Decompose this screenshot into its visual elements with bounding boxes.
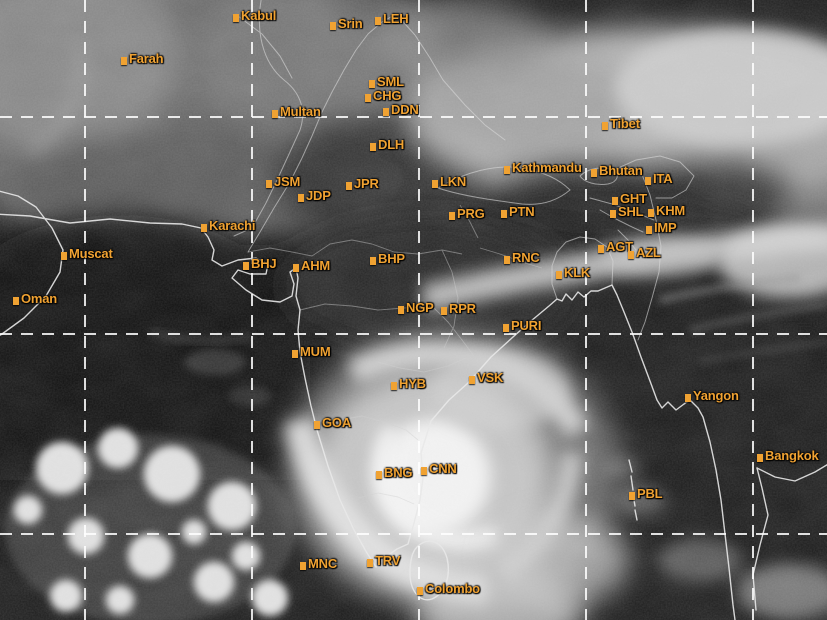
city-marker-icon bbox=[469, 376, 475, 384]
city-label-text: CNN bbox=[429, 461, 457, 476]
city-label-text: PBL bbox=[637, 486, 663, 501]
city-marker-icon bbox=[314, 421, 320, 429]
city-marker-icon bbox=[610, 210, 616, 218]
city-label-text: RNC bbox=[512, 250, 540, 265]
city-label-text: MUM bbox=[300, 344, 331, 359]
city-label-text: NGP bbox=[406, 300, 434, 315]
city-marker-icon bbox=[201, 224, 207, 232]
city-label-text: Srin bbox=[338, 16, 363, 31]
city-label-text: TRV bbox=[375, 553, 401, 568]
city-marker-icon bbox=[121, 57, 127, 65]
city-marker-icon bbox=[365, 94, 371, 102]
city-label-text: IMP bbox=[654, 220, 677, 235]
city-label-text: Yangon bbox=[693, 388, 739, 403]
city-marker-icon bbox=[243, 262, 249, 270]
city-label-text: SHL bbox=[618, 204, 644, 219]
city-label-text: AZL bbox=[636, 245, 661, 260]
city-label-text: KLK bbox=[564, 265, 591, 280]
city-label-text: HYB bbox=[399, 376, 426, 391]
city-marker-icon bbox=[375, 17, 381, 25]
city-marker-icon bbox=[612, 197, 618, 205]
city-marker-icon bbox=[369, 80, 375, 88]
city-label-text: JPR bbox=[354, 176, 379, 191]
city-marker-icon bbox=[504, 166, 510, 174]
city-marker-icon bbox=[292, 350, 298, 358]
city-label-text: BHJ bbox=[251, 256, 277, 271]
city-label-text: MNC bbox=[308, 556, 338, 571]
city-marker-icon bbox=[233, 14, 239, 22]
city-marker-icon bbox=[330, 22, 336, 30]
city-label-text: Multan bbox=[280, 104, 321, 119]
city-label-text: JDP bbox=[306, 188, 331, 203]
city-marker-icon bbox=[602, 122, 608, 130]
city-marker-icon bbox=[370, 257, 376, 265]
city-label-text: PRG bbox=[457, 206, 485, 221]
city-label-text: Farah bbox=[129, 51, 164, 66]
city-marker-icon bbox=[383, 108, 389, 116]
city-marker-icon bbox=[13, 297, 19, 305]
city-label-text: LKN bbox=[440, 174, 467, 189]
city-label-text: SML bbox=[377, 74, 404, 89]
city-marker-icon bbox=[293, 264, 299, 272]
city-marker-icon bbox=[501, 210, 507, 218]
city-label-text: Bangkok bbox=[765, 448, 819, 463]
city-marker-icon bbox=[648, 209, 654, 217]
city-marker-icon bbox=[417, 587, 423, 595]
city-label-text: BHP bbox=[378, 251, 405, 266]
city-label-text: KHM bbox=[656, 203, 686, 218]
city-marker-icon bbox=[367, 559, 373, 567]
city-marker-icon bbox=[685, 394, 691, 402]
city-label-text: ITA bbox=[653, 171, 673, 186]
city-marker-icon bbox=[432, 180, 438, 188]
city-marker-icon bbox=[272, 110, 278, 118]
city-marker-icon bbox=[376, 471, 382, 479]
city-marker-icon bbox=[398, 306, 404, 314]
city-label-text: Muscat bbox=[69, 246, 113, 261]
city-marker-icon bbox=[646, 226, 652, 234]
city-marker-icon bbox=[449, 212, 455, 220]
city-label-text: Colombo bbox=[425, 581, 480, 596]
city-label-text: VSK bbox=[477, 370, 504, 385]
city-label-text: CHG bbox=[373, 88, 402, 103]
city-marker-icon bbox=[503, 324, 509, 332]
city-label-text: GOA bbox=[322, 415, 352, 430]
city-marker-icon bbox=[504, 256, 510, 264]
city-marker-icon bbox=[556, 271, 562, 279]
city-label-text: Kathmandu bbox=[512, 160, 582, 175]
city-label-text: Bhutan bbox=[599, 163, 643, 178]
city-label-text: DDN bbox=[391, 102, 419, 117]
city-label-text: AHM bbox=[301, 258, 331, 273]
city-marker-icon bbox=[645, 177, 651, 185]
city-label-text: AGT bbox=[606, 239, 633, 254]
city-marker-icon bbox=[757, 454, 763, 462]
city-marker-icon bbox=[591, 169, 597, 177]
city-marker-icon bbox=[298, 194, 304, 202]
city-marker-icon bbox=[61, 252, 67, 260]
city-marker-icon bbox=[370, 143, 376, 151]
city-marker-icon bbox=[266, 180, 272, 188]
city-label-text: BNG bbox=[384, 465, 413, 480]
city-label-text: Kabul bbox=[241, 8, 277, 23]
city-label-text: LEH bbox=[383, 11, 409, 26]
city-label-text: Tibet bbox=[610, 116, 640, 131]
city-marker-icon bbox=[346, 182, 352, 190]
city-label-text: PURI bbox=[511, 318, 542, 333]
city-marker-icon bbox=[441, 307, 447, 315]
city-label-text: PTN bbox=[509, 204, 535, 219]
city-label-text: JSM bbox=[274, 174, 301, 189]
city-label-text: DLH bbox=[378, 137, 405, 152]
city-label-text: RPR bbox=[449, 301, 476, 316]
city-marker-icon bbox=[628, 251, 634, 259]
city-marker-icon bbox=[421, 467, 427, 475]
city-label-text: Oman bbox=[21, 291, 58, 306]
city-marker-icon bbox=[629, 492, 635, 500]
city-marker-icon bbox=[598, 245, 604, 253]
city-marker-icon bbox=[391, 382, 397, 390]
city-marker-icon bbox=[300, 562, 306, 570]
city-label-text: GHT bbox=[620, 191, 647, 206]
city-label-text: Karachi bbox=[209, 218, 256, 233]
